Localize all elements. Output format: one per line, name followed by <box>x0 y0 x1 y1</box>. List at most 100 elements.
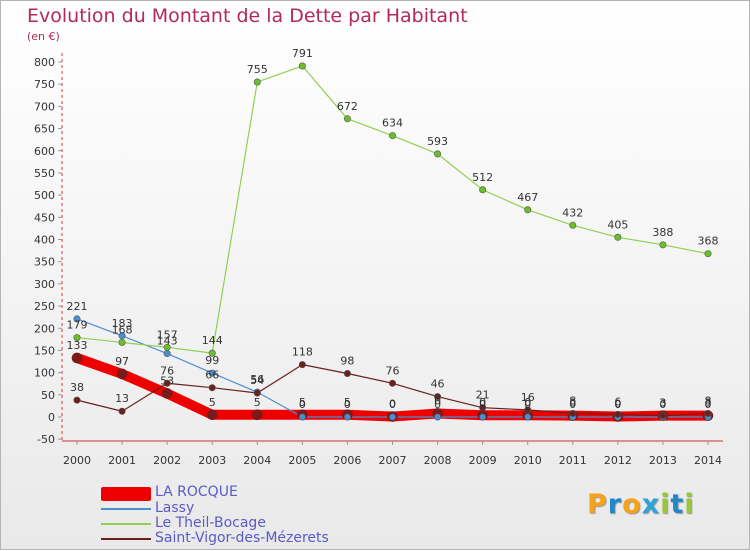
data-label-lassy: 0 <box>344 398 351 411</box>
data-label-lassy: 0 <box>524 398 531 411</box>
data-point-le-theil-bocage <box>208 349 216 357</box>
data-label-le-theil-bocage: 179 <box>67 319 88 332</box>
data-label-lassy: 0 <box>389 398 396 411</box>
data-label-le-theil-bocage: 512 <box>472 171 493 184</box>
y-tick-label: 0 <box>48 411 55 424</box>
data-point-le-theil-bocage <box>479 186 487 194</box>
data-point-saint-vigor-des-mezerets <box>479 404 487 412</box>
logo-letter: o <box>622 489 642 520</box>
x-tick-label: 2002 <box>153 454 181 467</box>
data-point-saint-vigor-des-mezerets <box>208 384 216 392</box>
data-point-saint-vigor-des-mezerets <box>434 393 442 401</box>
legend-label-saint-vigor: Saint-Vigor-des-Mézerets <box>155 530 329 546</box>
x-tick-label: 2013 <box>649 454 677 467</box>
data-point-saint-vigor-des-mezerets <box>659 412 667 420</box>
data-label-le-theil-bocage: 388 <box>652 226 673 239</box>
y-tick-label: 50 <box>41 389 55 402</box>
data-point-le-theil-bocage <box>163 343 171 351</box>
data-label-lassy: 56 <box>250 373 264 386</box>
y-tick-label: 750 <box>34 78 55 91</box>
data-point-le-theil-bocage <box>614 233 622 241</box>
y-tick-label: 800 <box>34 56 55 69</box>
data-label-le-theil-bocage: 432 <box>562 206 583 219</box>
data-label-saint-vigor-des-mezerets: 118 <box>292 346 313 359</box>
data-label-saint-vigor-des-mezerets: 76 <box>386 364 400 377</box>
y-tick-label: 550 <box>34 167 55 180</box>
unit-label: (en €) <box>27 30 60 43</box>
data-point-lassy <box>208 369 216 377</box>
data-label-lassy: 0 <box>614 398 621 411</box>
data-label-le-theil-bocage: 405 <box>607 218 628 231</box>
data-label-saint-vigor-des-mezerets: 66 <box>205 369 219 382</box>
data-label-la-rocque: 5 <box>254 396 261 409</box>
x-tick-label: 2008 <box>424 454 452 467</box>
series-line-le-theil-bocage <box>76 65 709 354</box>
legend-swatch-la-rocque <box>101 487 151 501</box>
data-label-saint-vigor-des-mezerets: 98 <box>340 355 354 368</box>
series-points <box>71 62 714 422</box>
data-label-le-theil-bocage: 368 <box>698 235 719 248</box>
y-tick-label: 700 <box>34 100 55 113</box>
data-point-le-theil-bocage <box>569 221 577 229</box>
legend-swatch-le-theil-bocage <box>101 523 151 525</box>
y-tick-label: 350 <box>34 256 55 269</box>
data-point-le-theil-bocage <box>704 250 712 258</box>
data-point-saint-vigor-des-mezerets <box>298 361 306 369</box>
data-point-le-theil-bocage <box>298 62 306 70</box>
y-tick-label: 500 <box>34 189 55 202</box>
data-label-saint-vigor-des-mezerets: 76 <box>160 364 174 377</box>
x-tick-label: 2007 <box>379 454 407 467</box>
data-point-saint-vigor-des-mezerets <box>569 409 577 417</box>
data-label-lassy: 143 <box>157 335 178 348</box>
axes: -500501001502002503003504004505005506006… <box>34 53 723 467</box>
data-point-le-theil-bocage <box>434 150 442 158</box>
data-label-le-theil-bocage: 672 <box>337 100 358 113</box>
data-label-la-rocque: 5 <box>209 396 216 409</box>
x-tick-label: 2012 <box>604 454 632 467</box>
y-tick-label: 600 <box>34 145 55 158</box>
x-tick-label: 2010 <box>514 454 542 467</box>
logo-letter: i <box>684 489 695 520</box>
data-label-le-theil-bocage: 168 <box>112 323 133 336</box>
data-point-le-theil-bocage <box>524 206 532 214</box>
data-label-la-rocque: 97 <box>115 355 129 368</box>
y-tick-label: 150 <box>34 344 55 357</box>
data-label-lassy: 0 <box>569 398 576 411</box>
data-label-lassy: 0 <box>299 398 306 411</box>
legend-label-la-rocque: LA ROCQUE <box>155 484 238 500</box>
data-label-lassy: 99 <box>205 354 219 367</box>
data-label-saint-vigor-des-mezerets: 3 <box>659 397 666 410</box>
data-point-lassy <box>343 413 351 421</box>
x-tick-label: 2004 <box>243 454 271 467</box>
legend-swatch-saint-vigor <box>101 538 151 540</box>
data-point-saint-vigor-des-mezerets <box>253 389 261 397</box>
data-label-la-rocque: 3 <box>659 397 666 410</box>
legend-label-le-theil-bocage: Le Theil-Bocage <box>155 515 266 531</box>
x-tick-label: 2001 <box>108 454 136 467</box>
chart-title: Evolution du Montant de la Dette par Hab… <box>27 5 468 27</box>
data-point-la-rocque <box>206 409 218 421</box>
y-tick-label: 400 <box>34 234 55 247</box>
data-label-saint-vigor-des-mezerets: 46 <box>431 378 445 391</box>
data-label-la-rocque: 53 <box>160 374 174 387</box>
data-point-saint-vigor-des-mezerets <box>73 396 81 404</box>
data-point-lassy <box>73 315 81 323</box>
y-tick-label: 450 <box>34 211 55 224</box>
data-label-lassy: 0 <box>479 398 486 411</box>
data-point-saint-vigor-des-mezerets <box>524 406 532 414</box>
data-point-lassy <box>388 413 396 421</box>
data-point-saint-vigor-des-mezerets <box>614 410 622 418</box>
y-tick-label: -50 <box>37 433 55 446</box>
data-point-lassy <box>163 350 171 358</box>
data-label-saint-vigor-des-mezerets: 8 <box>705 394 712 407</box>
logo-letter: x <box>641 489 661 520</box>
x-tick-label: 2009 <box>469 454 497 467</box>
data-point-saint-vigor-des-mezerets <box>388 379 396 387</box>
data-point-la-rocque <box>251 409 263 421</box>
data-label-saint-vigor-des-mezerets: 54 <box>250 374 264 387</box>
y-tick-label: 650 <box>34 123 55 136</box>
data-point-lassy <box>298 413 306 421</box>
data-point-le-theil-bocage <box>118 338 126 346</box>
